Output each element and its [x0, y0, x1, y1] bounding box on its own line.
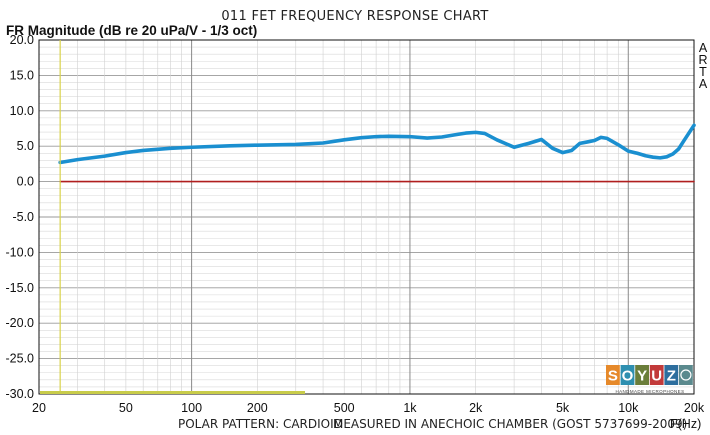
y-tick-label: -30.0 [6, 387, 35, 401]
logo-letter: Z [667, 368, 676, 385]
x-tick-label: 1k [403, 401, 417, 415]
x-tick-label: 20k [684, 401, 705, 415]
x-axis-unit: F(Hz) [670, 417, 701, 431]
logo-tile [606, 365, 620, 385]
y-tick-label: 5.0 [17, 139, 34, 153]
side-label-letter: A [699, 41, 708, 55]
logo-tile [620, 365, 635, 385]
side-label-letter: R [698, 53, 707, 67]
y-tick-label: 10.0 [10, 104, 34, 118]
x-tick-label: 10k [618, 401, 639, 415]
yellow-baseline-bar [40, 391, 305, 394]
x-tick-labels: 20 50 100 200 500 1k 2k 5k 10k 20k [32, 401, 705, 415]
plot-frame [38, 39, 695, 395]
y-tick-label: -15.0 [6, 281, 35, 295]
logo-letter: S [608, 368, 618, 385]
logo-emblem-tile [679, 365, 693, 385]
y-axis-title: FR Magnitude (dB re 20 uPa/V - 1/3 oct) [6, 23, 257, 38]
series-line-frequency-response [58, 123, 696, 165]
logo-tile [649, 365, 664, 385]
footer-measurement-note: MEASURED IN ANECHOIC CHAMBER (GOST 57376… [333, 417, 687, 431]
x-tick-label: 2k [469, 401, 483, 415]
x-tick-label: 50 [119, 401, 133, 415]
logo-letter: O [622, 368, 634, 385]
y-tick-label: -5.0 [12, 210, 34, 224]
x-tick-label: 5k [556, 401, 570, 415]
footer-polar-pattern: POLAR PATTERN: CARDIOID [178, 417, 343, 431]
y-tick-label: -20.0 [6, 316, 35, 330]
logo-emblem-icon [680, 369, 692, 381]
chart-title: 011 FET FREQUENCY RESPONSE CHART [221, 9, 488, 24]
side-label-letter: T [699, 65, 707, 79]
x-tick-label: 200 [247, 401, 268, 415]
logo-subtitle: HANDMADE MICROPHONES [615, 389, 684, 394]
logo-letter: U [651, 368, 662, 385]
logo-tile [635, 365, 649, 385]
side-label-letter: A [699, 77, 708, 91]
x-tick-label: 20 [32, 401, 46, 415]
series-layer [58, 123, 696, 183]
x-tick-label: 100 [181, 401, 202, 415]
plot-grid [38, 39, 695, 395]
logo-letter: Y [637, 368, 647, 385]
y-tick-labels: 20.0 15.0 10.0 5.0 0.0 -5.0 -10.0 -15.0 -20.0 -25… [6, 33, 35, 401]
soyuz-logo: S O Y U Z HANDMADE MICROPHONES [606, 365, 693, 394]
y-tick-label: -10.0 [6, 245, 35, 259]
logo-tile [664, 365, 679, 385]
y-tick-label: 0.0 [17, 175, 34, 189]
y-tick-label: 15.0 [10, 68, 34, 82]
y-tick-label: -25.0 [6, 352, 35, 366]
y-tick-label: 20.0 [10, 33, 34, 47]
x-tick-label: 500 [334, 401, 355, 415]
